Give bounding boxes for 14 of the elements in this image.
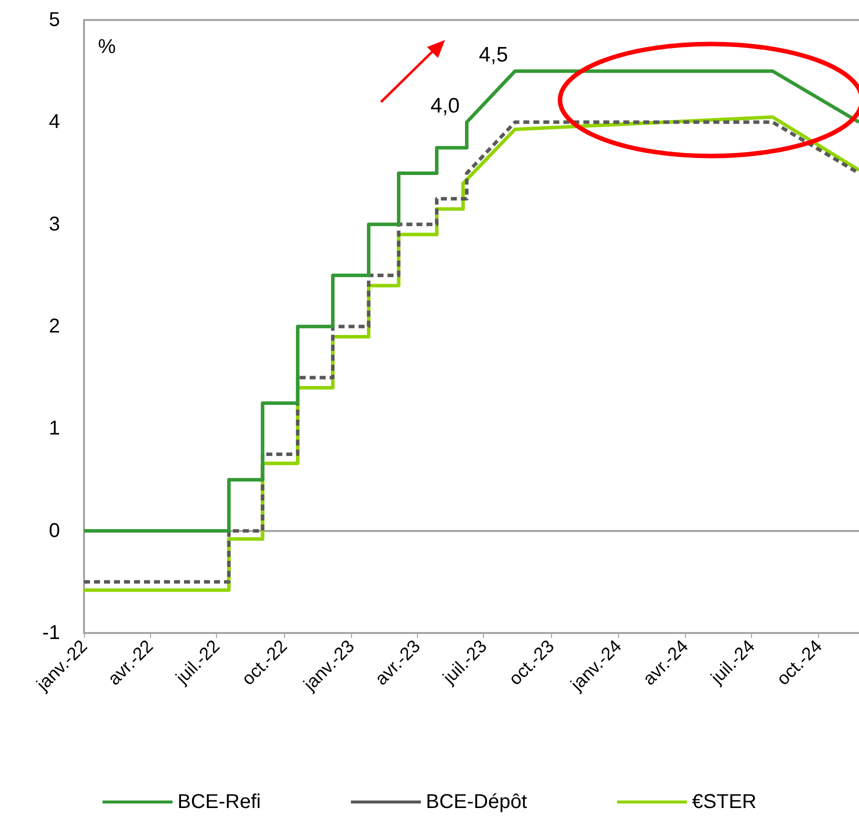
y-tick-label: 2 <box>48 316 60 338</box>
y-tick-label: 0 <box>48 520 60 542</box>
y-tick-label: 3 <box>48 213 60 236</box>
legend-label: €STER <box>692 791 756 813</box>
annotation: 4,0 <box>430 94 460 118</box>
y-tick-label: 4 <box>48 111 60 134</box>
y-axis-title: % <box>98 36 116 58</box>
line-series <box>82 69 859 533</box>
y-tick-label: -1 <box>42 622 60 644</box>
annotation: 4,5 <box>478 44 508 67</box>
legend-label: BCE-Refi <box>178 791 261 813</box>
y-tick-label: 5 <box>48 9 60 31</box>
y-tick-label: 1 <box>48 418 60 440</box>
legend-label: BCE-Dépôt <box>426 791 528 813</box>
